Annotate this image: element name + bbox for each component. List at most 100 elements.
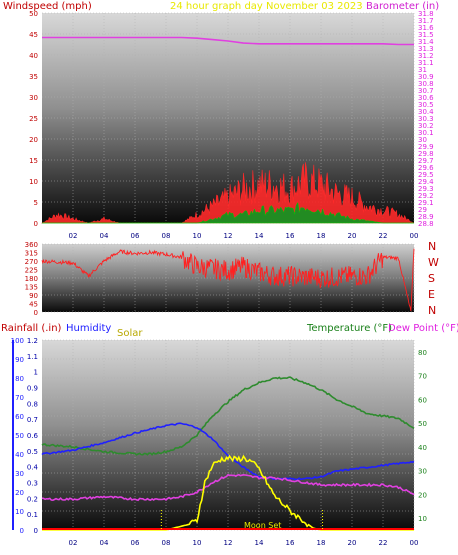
barometer-tick-label: 31.7 [418,17,434,25]
temperature-tick-label: 40 [418,444,427,452]
barometer-tick-label: 28.9 [418,213,434,221]
wind-x-tick-label: 20 [348,232,357,240]
barometer-tick-label: 29 [418,206,427,214]
direction-tick-label: 360 [25,241,38,249]
humidity-tick-label: 20 [15,489,24,497]
barometer-tick-label: 29.6 [418,164,434,172]
wind-tick-label: 50 [29,10,38,18]
barometer-tick-label: 31.6 [418,24,434,32]
wind-tick-label: 40 [29,52,38,60]
barometer-tick-label: 30 [418,136,427,144]
rain-tick-label: 0.3 [27,480,38,488]
wind-x-tick-label: 22 [379,232,388,240]
dewpoint-title: Dew Point (°F) [388,323,458,334]
barometer-tick-label: 31.1 [418,59,434,67]
barometer-tick-label: 31 [418,66,427,74]
temperature-tick-label: 60 [418,396,427,404]
barometer-title: Barometer (in) [366,1,439,12]
wind-tick-label: 25 [29,115,38,123]
humidity-tick-label: 90 [15,356,24,364]
wind-average-series [42,201,414,224]
temperature-tick-label: 20 [418,491,427,499]
rain-tick-label: 0.5 [27,448,38,456]
graph-day-title: 24 hour graph day November 03 2023 [170,1,363,12]
wind-x-tick-label: 16 [286,232,295,240]
moon-set-label: Moon Set [244,521,281,530]
barometer-tick-label: 29.5 [418,171,434,179]
wind-tick-label: 5 [34,199,38,207]
humidity-tick-label: 30 [15,470,24,478]
barometer-tick-label: 30.7 [418,87,434,95]
temperature-tick-label: 10 [418,515,427,523]
temperature-series [41,376,415,456]
temp-x-tick-label: 08 [162,539,171,547]
humidity-title: Humidity [66,323,111,334]
barometer-tick-label: 29.8 [418,150,434,158]
temp-x-tick-label: 10 [193,539,202,547]
wind-gust-series [40,162,415,224]
direction-tick-label: 90 [29,292,38,300]
humidity-tick-label: 100 [11,337,24,345]
humidity-series [41,422,415,481]
rain-tick-label: 0.8 [27,400,38,408]
wind-x-tick-label: 10 [193,232,202,240]
direction-tick-label: 180 [25,275,38,283]
temp-x-tick-label: 18 [317,539,326,547]
rain-tick-label: 0.2 [27,495,38,503]
wind-x-tick-label: 04 [100,232,109,240]
dir-label-e: E [428,288,435,301]
barometer-tick-label: 28.8 [418,220,434,228]
humidity-tick-label: 40 [15,451,24,459]
barometer-tick-label: 29.3 [418,185,434,193]
barometer-tick-label: 30.2 [418,122,434,130]
series-marks [40,36,415,531]
windspeed-title: Windspeed (mph) [3,1,92,12]
barometer-tick-label: 29.1 [418,199,434,207]
humidity-tick-label: 10 [15,508,24,516]
barometer-tick-label: 30.6 [418,94,434,102]
direction-tick-label: 135 [25,284,38,292]
rain-tick-label: 0.9 [27,385,38,393]
dir-label-s: S [428,272,435,285]
barometer-tick-label: 29.4 [418,178,434,186]
rainfall-title: Rainfall (.in) [1,323,62,334]
wind-tick-label: 30 [29,94,38,102]
humidity-tick-label: 80 [15,375,24,383]
barometer-tick-label: 30.9 [418,73,434,81]
humidity-tick-label: 60 [15,413,24,421]
temperature-tick-label: 30 [418,468,427,476]
temp-x-tick-label: 04 [100,539,109,547]
wind-tick-label: 10 [29,178,38,186]
temperature-title: Temperature (°F) [306,323,392,334]
temperature-tick-label: 80 [418,349,427,357]
barometer-tick-label: 30.5 [418,101,434,109]
barometer-tick-label: 29.9 [418,143,434,151]
wind-direction-series [41,248,415,312]
wind-x-tick-label: 08 [162,232,171,240]
barometer-tick-label: 30.4 [418,108,434,116]
axis-labels: 0510152025303540455028.828.92929.129.229… [11,10,435,547]
temp-x-tick-label: 22 [379,539,388,547]
direction-tick-label: 315 [25,250,38,258]
temperature-tick-label: 70 [418,373,427,381]
barometer-tick-label: 30.8 [418,80,434,88]
rain-tick-label: 1 [34,369,38,377]
wind-x-tick-label: 18 [317,232,326,240]
rain-tick-label: 0.6 [27,432,39,440]
rain-tick-label: 0.4 [27,464,39,472]
temp-x-tick-label: 16 [286,539,295,547]
wind-x-tick-label: 02 [69,232,78,240]
barometer-tick-label: 29.2 [418,192,434,200]
temperature-tick-label: 50 [418,420,427,428]
rain-tick-label: 1.1 [27,353,38,361]
rain-tick-label: 0.7 [27,416,38,424]
temp-x-tick-label: 14 [255,539,264,547]
rain-tick-label: 1.2 [27,337,38,345]
barometer-tick-label: 29.7 [418,157,434,165]
humidity-tick-label: 0 [20,527,24,535]
humidity-tick-label: 50 [15,432,24,440]
direction-tick-label: 225 [25,267,38,275]
wind-x-tick-label: 00 [410,232,419,240]
humidity-tick-label: 70 [15,394,24,402]
